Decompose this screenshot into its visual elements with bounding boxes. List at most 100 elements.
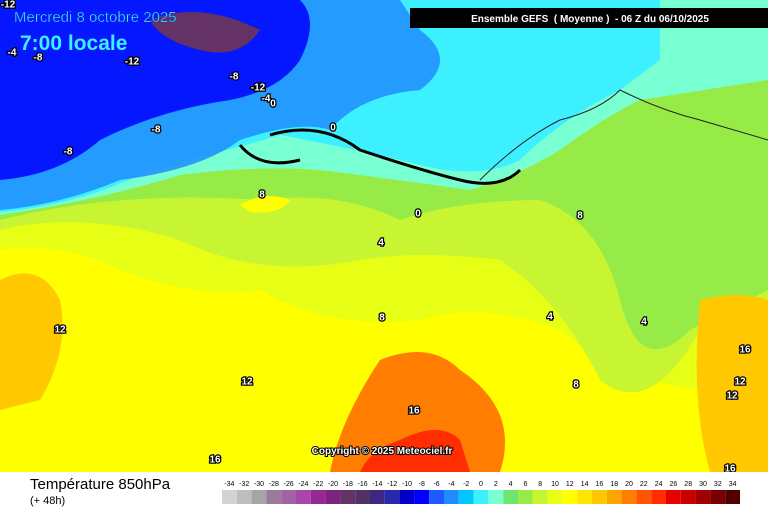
contour-label: 12 <box>241 377 253 388</box>
contour-label: -4 <box>8 48 17 59</box>
map-background <box>0 0 768 472</box>
legend-swatch <box>532 490 548 504</box>
forecast-time: 7:00 locale <box>20 32 127 55</box>
contour-label: 8 <box>577 211 583 222</box>
legend-swatch <box>592 490 607 504</box>
legend-tick-label: -6 <box>433 481 439 488</box>
legend-tick-label: 10 <box>551 481 559 488</box>
legend-swatch <box>562 490 578 504</box>
legend-swatch <box>222 490 237 504</box>
legend-tick-label: 16 <box>596 481 604 488</box>
contour-label: 4 <box>641 317 647 328</box>
legend-swatch <box>384 490 400 504</box>
legend-swatch <box>680 490 696 504</box>
legend-tick-label: 0 <box>479 481 483 488</box>
legend-swatch <box>577 490 592 504</box>
footer-title: Température 850hPa <box>30 476 171 493</box>
legend-swatch <box>236 490 252 504</box>
legend-swatch <box>355 490 370 504</box>
legend-swatch <box>281 490 296 504</box>
legend-tick-label: -26 <box>284 481 294 488</box>
legend-tick-label: 4 <box>509 481 513 488</box>
legend-swatch <box>636 490 652 504</box>
copyright: Copyright © 2025 Meteociel.fr <box>312 446 453 457</box>
legend-tick-label: -10 <box>402 481 412 488</box>
contour-label: -8 <box>152 125 161 136</box>
contour-label: 8 <box>379 313 385 324</box>
legend-swatch <box>340 490 356 504</box>
legend-tick-label: 30 <box>699 481 707 488</box>
legend-swatch <box>325 490 341 504</box>
legend-tick-label: 2 <box>494 481 498 488</box>
contour-label: 4 <box>547 312 553 323</box>
contour-label: -8 <box>64 147 73 158</box>
contour-label: 16 <box>739 345 751 356</box>
run-info: Ensemble GEFS ( Moyenne ) - 06 Z du 06/1… <box>471 14 709 25</box>
legend-tick-label: -8 <box>419 481 425 488</box>
contour-label: 12 <box>726 391 738 402</box>
legend-tick-label: 8 <box>538 481 542 488</box>
run-banner <box>410 8 768 28</box>
legend-tick-label: 18 <box>610 481 618 488</box>
legend-swatch <box>666 490 681 504</box>
legend-tick-label: -12 <box>387 481 397 488</box>
legend-tick-label: 20 <box>625 481 633 488</box>
legend-swatch <box>414 490 430 504</box>
legend-tick-label: -32 <box>239 481 249 488</box>
legend-tick-label: -18 <box>343 481 353 488</box>
contour-label: 12 <box>734 377 746 388</box>
legend-swatch <box>503 490 518 504</box>
legend-swatch <box>399 490 415 504</box>
legend-swatch <box>251 490 267 504</box>
contour-label: 8 <box>259 190 265 201</box>
legend-swatch <box>695 490 711 504</box>
contour-label: 0 <box>415 209 421 220</box>
legend-tick-label: -34 <box>224 481 234 488</box>
forecast-date: Mercredi 8 octobre 2025 <box>14 9 177 26</box>
legend-tick-label: -4 <box>448 481 454 488</box>
legend-swatch <box>518 490 533 504</box>
color-legend: -34 -32 -30 -28 -26 -24 -22 -20 -18 -16 -14 -12 -10-… <box>222 481 740 504</box>
contour-label: 0 <box>270 99 276 110</box>
contour-label: 8 <box>573 380 579 391</box>
legend-swatch <box>310 490 326 504</box>
legend-swatch <box>444 490 459 504</box>
legend-swatch <box>488 490 504 504</box>
footer-lead: (+ 48h) <box>30 495 65 507</box>
legend-tick-label: 34 <box>729 481 737 488</box>
legend-tick-label: -24 <box>298 481 308 488</box>
legend-swatch <box>725 490 740 504</box>
legend-swatch <box>651 490 666 504</box>
legend-tick-label: 12 <box>566 481 574 488</box>
contour-label: 0 <box>330 123 336 134</box>
contour-label: 16 <box>209 455 221 466</box>
legend-tick-label: -20 <box>328 481 338 488</box>
legend-tick-label: 28 <box>684 481 692 488</box>
contour-label: -12 <box>251 83 266 94</box>
contour-label: -8 <box>230 72 239 83</box>
legend-swatch <box>621 490 637 504</box>
contour-label: 16 <box>408 406 420 417</box>
legend-swatch <box>710 490 726 504</box>
legend-tick-label: -22 <box>313 481 323 488</box>
legend-swatch <box>547 490 563 504</box>
legend-swatch <box>473 490 489 504</box>
contour-label: -4 <box>262 94 271 105</box>
legend-swatch <box>266 490 282 504</box>
legend-tick-label: 14 <box>581 481 589 488</box>
legend-tick-label: -28 <box>269 481 279 488</box>
contour-label: 4 <box>378 238 384 249</box>
contour-label: 12 <box>54 325 66 336</box>
legend-swatch <box>370 490 385 504</box>
legend-tick-label: -14 <box>372 481 382 488</box>
legend-tick-label: 22 <box>640 481 648 488</box>
legend-swatch <box>606 490 622 504</box>
legend-swatch <box>296 490 311 504</box>
legend-tick-label: 24 <box>655 481 663 488</box>
legend-tick-label: -30 <box>254 481 264 488</box>
contour-label: -8 <box>34 53 43 64</box>
contour-label: -12 <box>125 57 140 68</box>
legend-tick-label: -16 <box>358 481 368 488</box>
